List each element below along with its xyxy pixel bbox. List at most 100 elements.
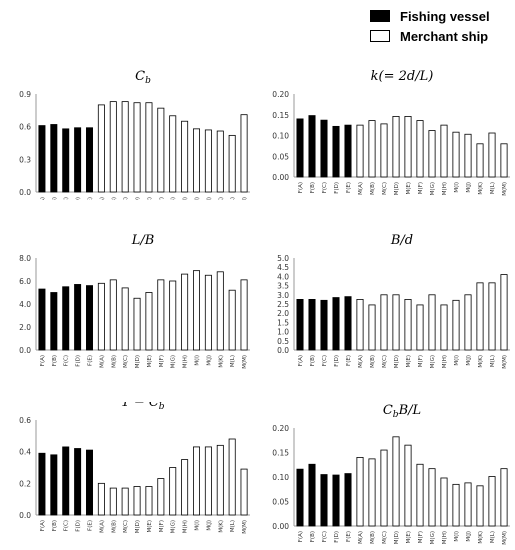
chart-b-over-d-xtick: M(L) — [490, 355, 496, 367]
chart-cb-xtick: M(E) — [147, 197, 153, 200]
legend-swatch-merchant — [370, 30, 390, 42]
chart-k-xtick: M(E) — [406, 182, 412, 195]
chart-one-minus-cb-xtick: F(D) — [76, 520, 82, 532]
chart-k-xtick: M(I) — [454, 182, 460, 193]
chart-k-bar — [488, 132, 496, 178]
chart-b-over-d-bar — [344, 296, 352, 351]
chart-cb-b-over-l-bar — [296, 468, 304, 527]
chart-b-over-d-bar — [308, 299, 316, 351]
chart-cb-xtick: F(B) — [52, 197, 58, 200]
chart-k-ytick: 0.20 — [272, 90, 289, 99]
legend-label-fishing: Fishing vessel — [400, 8, 490, 24]
chart-l-over-b-bar — [74, 284, 82, 351]
chart-l-over-b-xtick: M(A) — [99, 355, 105, 368]
chart-k-xtick: M(G) — [430, 182, 436, 195]
chart-cb-b-over-l-bar — [476, 485, 484, 527]
chart-one-minus-cb-xtick: F(C) — [64, 520, 70, 531]
chart-l-over-b-ytick: 8.0 — [19, 254, 31, 263]
chart-cb-b-over-l-xtick: M(C) — [382, 531, 388, 544]
chart-b-over-d-ytick: 5.0 — [277, 254, 289, 263]
chart-cb-b-over-l-bar — [356, 457, 364, 527]
chart-k-xtick: F(A) — [298, 182, 304, 193]
chart-k-bar — [368, 120, 376, 178]
chart-b-over-d-title: B/d — [390, 233, 413, 248]
chart-k-title: k(= 2d/L) — [371, 69, 434, 84]
chart-b-over-d-bar — [320, 299, 328, 351]
chart-l-over-b-ytick: 0.0 — [19, 346, 31, 355]
chart-cb-b-over-l-bar — [500, 468, 508, 527]
chart-cb-b-over-l-xtick: M(J) — [466, 531, 472, 542]
chart-cb-b-over-l-bar — [440, 477, 448, 527]
chart-one-minus-cb-bar — [109, 487, 117, 516]
chart-cb-xtick: M(H) — [183, 197, 189, 200]
chart-cb-ytick: 0.9 — [19, 90, 31, 99]
chart-l-over-b-ytick: 4.0 — [19, 300, 31, 309]
chart-k-xtick: M(J) — [466, 182, 472, 193]
chart-l-over-b-bar — [86, 285, 93, 351]
chart-b-over-d-ytick: 3.0 — [277, 291, 289, 300]
chart-one-minus-cb-xtick: M(B) — [111, 520, 117, 533]
chart-k-xtick: F(E) — [346, 182, 352, 193]
chart-cb-b-over-l-ytick: 0.00 — [272, 522, 289, 531]
chart-cb-bar — [38, 125, 46, 193]
chart-cb-xtick: M(M) — [242, 197, 248, 200]
chart-k-xtick: M(K) — [478, 182, 484, 195]
chart-one-minus-cb-bar — [169, 467, 177, 516]
chart-l-over-b-xtick: M(E) — [147, 355, 153, 368]
chart-cb-bar — [50, 124, 58, 193]
chart-cb-b-over-l-xtick: F(A) — [298, 531, 304, 542]
chart-cb-b-over-l-bar — [452, 483, 460, 527]
chart-k-bar — [392, 116, 400, 178]
chart-l-over-b-bar — [62, 286, 70, 351]
chart-b-over-d-xtick: M(H) — [442, 355, 448, 368]
chart-one-minus-cb-xtick: M(G) — [171, 520, 177, 533]
chart-one-minus-cb-xtick: M(I) — [195, 520, 201, 531]
chart-l-over-b-xtick: M(G) — [171, 355, 177, 368]
chart-one-minus-cb-ytick: 0.4 — [19, 448, 31, 457]
chart-one-minus-cb-xtick: M(D) — [135, 520, 141, 533]
chart-b-over-d-xtick: M(F) — [418, 355, 424, 367]
chart-cb-b-over-l-xtick: M(B) — [370, 531, 376, 544]
chart-one-minus-cb-xtick: M(L) — [230, 520, 236, 532]
chart-k-bar — [428, 130, 436, 178]
chart-one-minus-cb-xtick: M(A) — [99, 520, 105, 533]
chart-k-bar — [344, 124, 352, 178]
chart-cb-b-over-l-xtick: F(D) — [334, 531, 340, 543]
chart-b-over-d-xtick: M(J) — [466, 355, 472, 366]
chart-cb-b-over-l-ytick: 0.10 — [272, 473, 289, 482]
chart-l-over-b-ytick: 2.0 — [19, 323, 31, 332]
chart-one-minus-cb-bar — [50, 454, 58, 516]
chart-k-bar — [380, 123, 388, 178]
chart-l-over-b-bar — [216, 271, 224, 351]
chart-one-minus-cb-bar — [62, 446, 70, 516]
chart-l-over-b-xtick: M(I) — [195, 355, 201, 366]
chart-one-minus-cb-bar — [216, 444, 224, 516]
legend-item-fishing: Fishing vessel — [370, 8, 490, 24]
chart-b-over-d-bar — [440, 304, 448, 351]
chart-k-bar — [440, 124, 448, 178]
chart-b-over-d-bar — [368, 304, 376, 351]
chart-one-minus-cb-xtick: F(E) — [88, 520, 94, 531]
chart-one-minus-cb-xtick: M(F) — [159, 520, 165, 532]
chart-one-minus-cb-bar — [157, 478, 165, 516]
chart-l-over-b-bar — [181, 273, 189, 351]
legend: Fishing vessel Merchant ship — [370, 4, 510, 44]
chart-one-minus-cb-xtick: M(H) — [183, 520, 189, 533]
chart-k-bar — [356, 124, 364, 178]
chart-b-over-d-ytick: 1.0 — [277, 328, 289, 337]
chart-one-minus-cb-title: 1 − Cb — [121, 402, 164, 412]
chart-b-over-d-bar — [428, 294, 436, 351]
chart-l-over-b-xtick: F(A) — [40, 355, 46, 366]
chart-cb-bar — [97, 104, 105, 193]
chart-cb-xtick: M(F) — [159, 197, 165, 200]
chart-cb-bar — [169, 115, 177, 193]
chart-cb-xtick: M(J) — [206, 197, 212, 200]
chart-b-over-d-xtick: M(I) — [454, 355, 460, 366]
chart-l-over-b-bar — [157, 279, 165, 351]
chart-one-minus-cb-xtick: M(J) — [206, 520, 212, 531]
chart-b-over-d-ytick: 4.0 — [277, 272, 289, 281]
chart-cb-b-over-l-ytick: 0.20 — [272, 424, 289, 433]
chart-l-over-b-bar — [121, 287, 129, 351]
chart-b-over-d-ytick: 4.5 — [277, 263, 289, 272]
chart-cb-xtick: M(D) — [135, 197, 141, 200]
